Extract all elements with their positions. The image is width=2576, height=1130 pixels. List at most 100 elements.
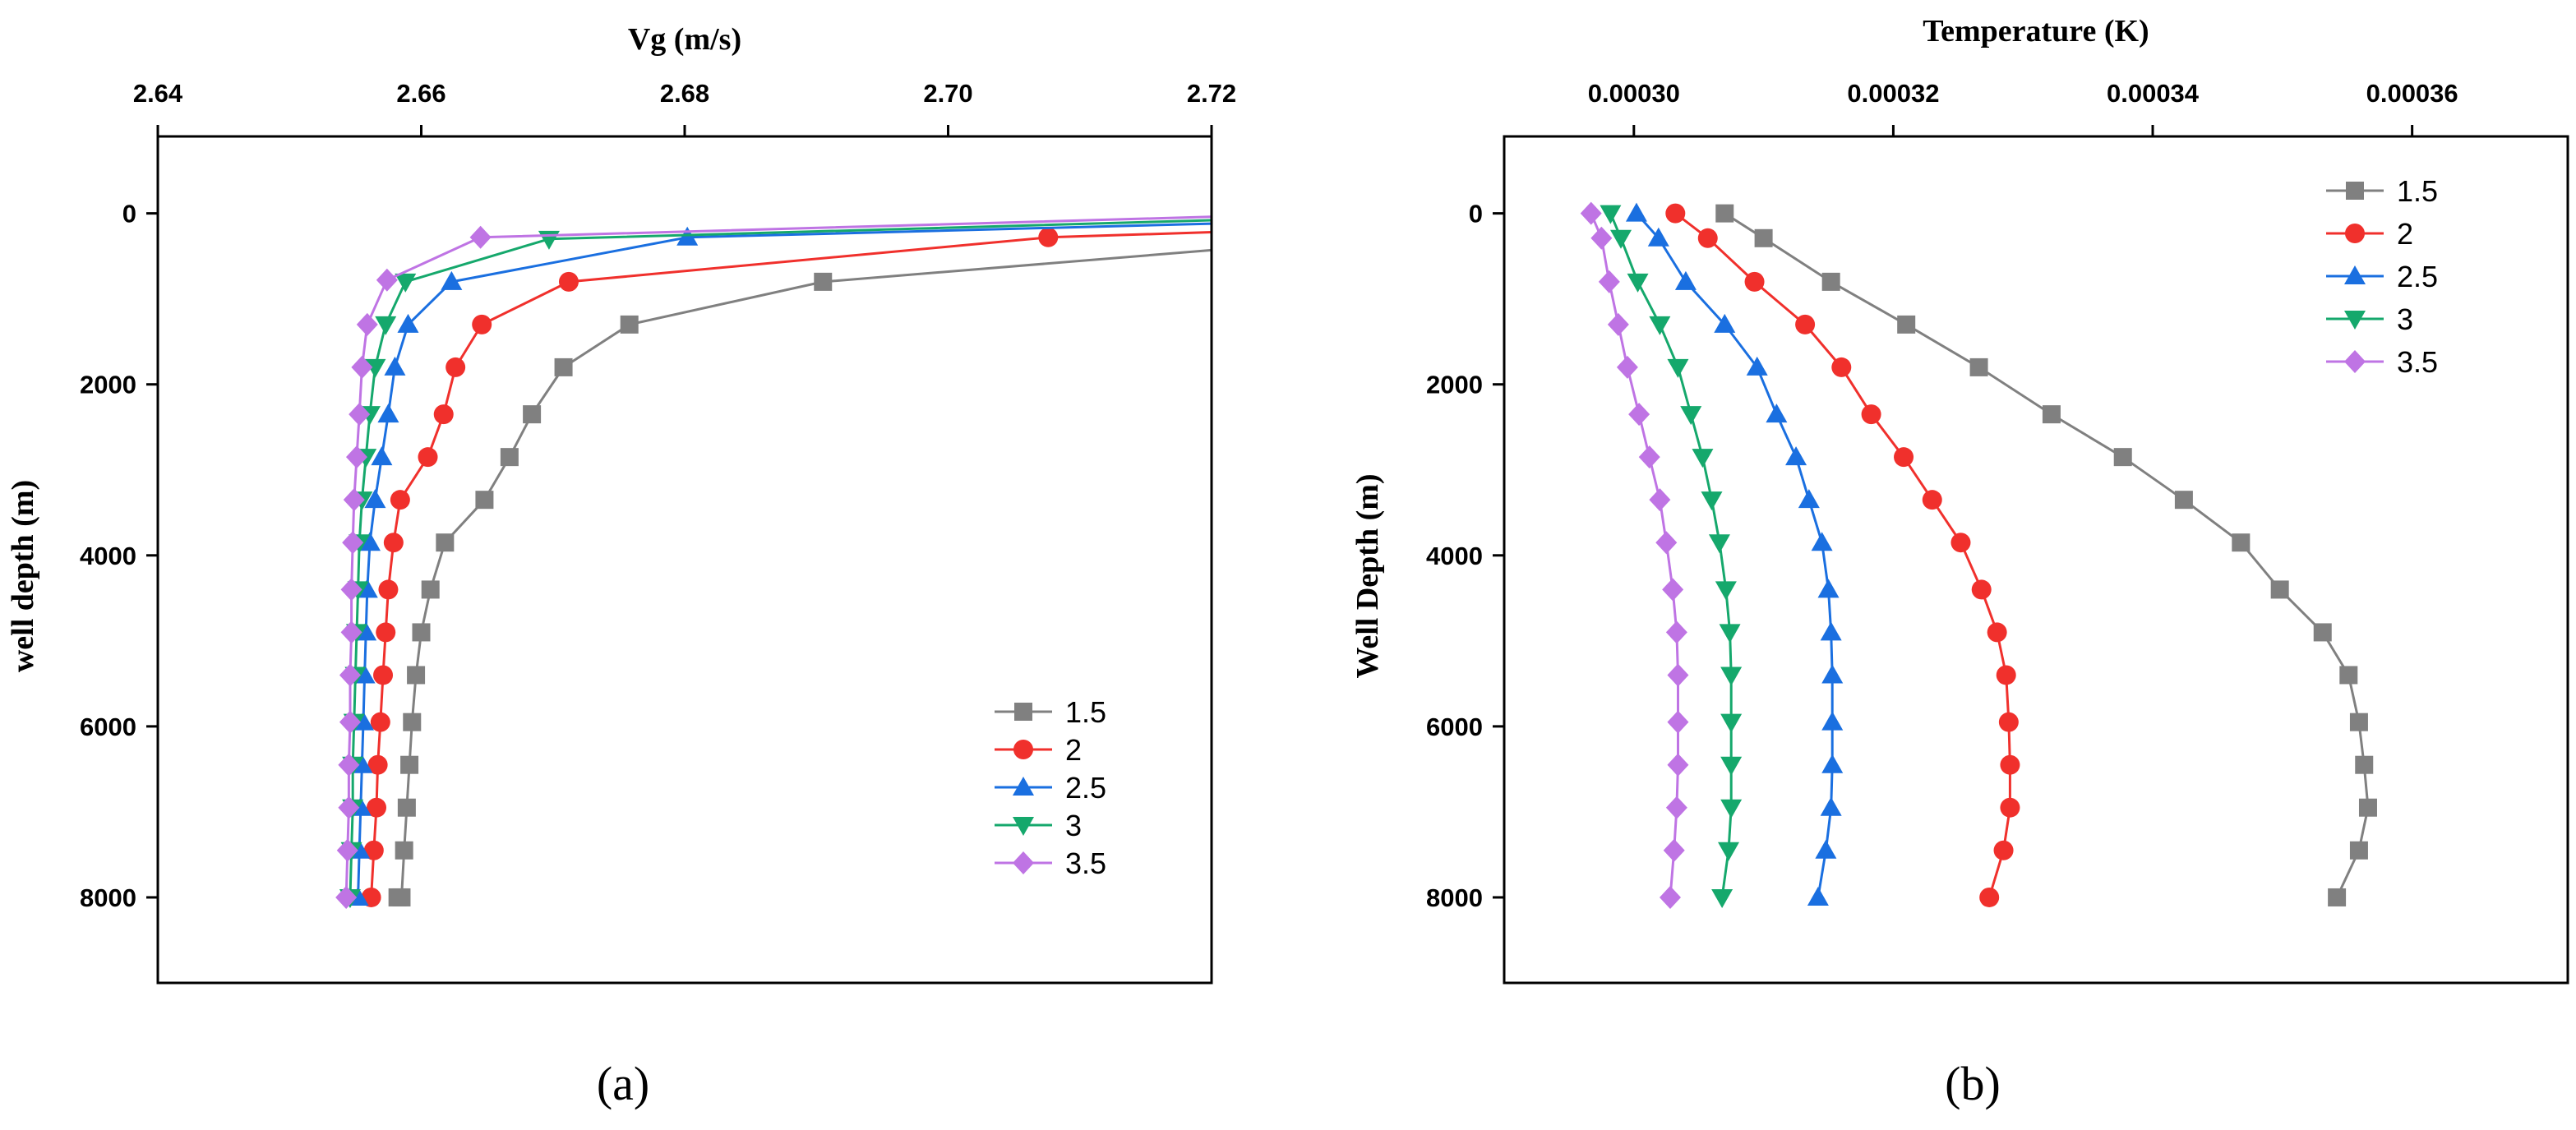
data-point-a-1.5-3 [554, 357, 573, 376]
data-point-a-2-14 [367, 797, 387, 818]
data-point-a-3-3 [375, 316, 397, 335]
legend-label-a-1.5: 1.5 [1065, 695, 1106, 729]
data-point-a-2.5-6 [371, 446, 393, 466]
data-point-b-3-0 [1600, 205, 1622, 224]
y-tick-label-a-2: 4000 [80, 542, 136, 570]
data-point-b-2.5-2 [1674, 270, 1697, 290]
data-point-b-2-4 [1831, 357, 1852, 377]
data-point-b-3-14 [1720, 799, 1743, 819]
data-point-a-3.5-1 [469, 225, 492, 249]
data-point-a-1.5-10 [407, 666, 426, 685]
data-point-b-3.5-3 [1607, 312, 1629, 336]
x-tick-label-b-3: 0.00036 [2366, 79, 2458, 108]
data-point-b-3-9 [1715, 581, 1737, 601]
legend-item-a-1.5: 1.5 [995, 695, 1106, 729]
data-point-a-1.5-4 [523, 405, 542, 424]
data-point-b-2-0 [1665, 203, 1686, 224]
series-a-1.5 [388, 248, 1212, 906]
data-point-a-2-2 [558, 271, 579, 292]
data-point-a-2-10 [376, 622, 396, 643]
legend-marker-b-1.5 [2346, 182, 2364, 200]
data-point-b-1.5-9 [2270, 580, 2289, 599]
data-point-b-3.5-16 [1659, 885, 1681, 909]
data-point-b-3.5-6 [1638, 445, 1660, 469]
data-point-a-3.5-3 [356, 312, 378, 336]
data-point-a-2-8 [383, 533, 404, 553]
data-point-b-2.5-0 [1625, 202, 1647, 222]
legend-item-b-1.5: 1.5 [2326, 174, 2438, 208]
data-point-a-3-4 [364, 358, 386, 378]
data-point-b-2.5-15 [1815, 839, 1837, 859]
data-point-b-3.5-10 [1665, 620, 1687, 644]
data-point-a-2.5-8 [359, 532, 381, 551]
legend-item-b-3: 3 [2326, 302, 2413, 336]
data-point-a-3.5-10 [340, 620, 362, 644]
data-point-b-1.5-12 [2349, 713, 2368, 731]
data-point-b-2-7 [1922, 490, 1942, 510]
legend-item-a-3.5: 3.5 [995, 846, 1106, 880]
data-point-a-3.5-6 [345, 445, 367, 469]
data-point-a-1.5-12 [400, 755, 419, 774]
data-point-b-3.5-7 [1649, 488, 1671, 512]
data-point-a-3.5-8 [342, 531, 364, 555]
series-b-3.5 [1580, 201, 1689, 909]
legend-marker-a-2.5 [1013, 777, 1034, 796]
legend-item-b-3.5: 3.5 [2326, 345, 2438, 379]
data-point-b-2-16 [1979, 887, 2000, 907]
data-point-b-3-10 [1719, 624, 1741, 643]
data-point-b-2.5-16 [1807, 886, 1829, 906]
data-point-b-2.5-11 [1821, 664, 1844, 684]
data-point-a-1.5-6 [475, 491, 494, 510]
series-b-1.5 [1715, 204, 2377, 906]
x-tick-label-b-0: 0.00030 [1588, 79, 1680, 108]
legend-marker-b-3.5 [2344, 350, 2366, 373]
data-point-b-2-9 [1971, 579, 1992, 600]
x-axis-title-b: Temperature (K) [1923, 14, 2149, 48]
data-point-b-3.5-1 [1590, 226, 1613, 250]
data-point-a-3.5-14 [338, 796, 360, 819]
data-point-a-2-6 [418, 447, 438, 468]
legend-label-a-2: 2 [1065, 733, 1082, 767]
data-point-a-2-7 [390, 490, 410, 510]
data-point-b-2-10 [1987, 622, 2007, 643]
data-point-a-3.5-5 [349, 403, 371, 427]
series-b-3 [1600, 205, 1743, 908]
data-point-b-1.5-0 [1715, 204, 1734, 223]
x-tick-label-a-1: 2.66 [396, 79, 445, 108]
data-point-b-2.5-3 [1714, 313, 1736, 333]
data-point-b-3.5-13 [1667, 753, 1689, 777]
data-point-b-2.5-8 [1811, 532, 1833, 551]
data-point-b-3-12 [1720, 713, 1743, 733]
legend-label-b-2: 2 [2397, 217, 2413, 251]
data-point-a-2-1 [1038, 227, 1059, 247]
legend-label-b-3.5: 3.5 [2397, 345, 2438, 379]
data-point-b-2.5-12 [1821, 711, 1844, 731]
x-tick-label-a-0: 2.64 [133, 79, 183, 108]
data-point-b-3-2 [1627, 273, 1649, 293]
data-point-b-3.5-8 [1655, 531, 1678, 555]
data-point-b-1.5-10 [2313, 623, 2332, 642]
legend-marker-a-1.5 [1014, 703, 1032, 721]
x-tick-label-a-4: 2.72 [1187, 79, 1236, 108]
data-point-a-1.5-9 [412, 623, 431, 642]
data-point-a-2-9 [378, 579, 399, 600]
data-point-a-2-3 [472, 314, 492, 334]
legend-label-b-2.5: 2.5 [2397, 260, 2438, 293]
series-b-2.5 [1625, 202, 1844, 906]
chart-a: 2.64 2.66 2.68 2.70 2.72 0 2000 4000 6000 8000 Vg … [6, 22, 1236, 1110]
legend-label-b-3: 3 [2397, 302, 2413, 336]
data-point-b-2.5-9 [1817, 579, 1840, 598]
y-axis-title-a: well depth (m) [6, 480, 40, 672]
data-point-a-3.5-15 [336, 838, 358, 862]
y-axis-title-b: Well Depth (m) [1350, 473, 1385, 678]
data-point-a-3-2 [395, 273, 417, 293]
data-point-b-2-1 [1697, 228, 1718, 248]
data-point-b-1.5-16 [2328, 888, 2347, 906]
y-tick-label-a-0: 0 [122, 200, 136, 228]
y-tick-label-a-4: 8000 [80, 883, 136, 912]
data-point-a-2.5-7 [364, 489, 386, 509]
legend-label-a-3.5: 3.5 [1065, 846, 1106, 880]
data-point-b-3-11 [1720, 666, 1743, 686]
data-point-b-2-2 [1744, 271, 1765, 292]
